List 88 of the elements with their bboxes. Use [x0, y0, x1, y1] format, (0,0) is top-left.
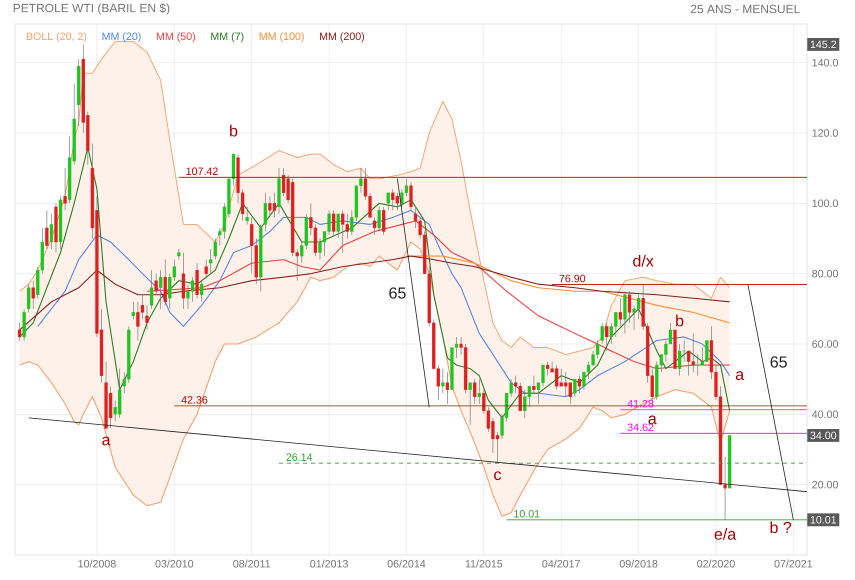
text: MM (100)	[260, 32, 304, 42]
y2-tick-label: 145.2	[810, 40, 836, 48]
candlestick	[382, 206, 386, 236]
candlestick	[377, 206, 381, 232]
text: MM (50)	[156, 32, 196, 42]
annotation: a	[648, 416, 657, 424]
candlestick	[332, 210, 336, 236]
y2-tick-label: 34.00	[810, 432, 836, 440]
chart-subtitle: 25 ANS - MENSUEL	[690, 4, 800, 14]
annotation: b	[230, 124, 238, 136]
y-tick-label: 60.00	[812, 340, 838, 348]
annotation: b	[676, 314, 684, 326]
candlestick	[478, 378, 481, 404]
candlestick	[268, 196, 272, 218]
series-label: 42.36	[181, 396, 208, 404]
x-tick-label: 07/2021	[774, 560, 812, 568]
candlestick	[636, 294, 640, 320]
x-tick-label: 01/2013	[310, 560, 348, 568]
candlestick	[468, 382, 472, 426]
candlestick	[209, 248, 212, 274]
annotation: b ?	[770, 521, 792, 534]
text: MM (20)	[102, 32, 141, 42]
annotation: d/x	[633, 254, 654, 267]
candlestick	[578, 375, 582, 394]
x-tick-label: 06/2014	[388, 560, 426, 568]
x-tick-label: 08/2011	[233, 560, 270, 568]
text: MM (200)	[320, 32, 364, 42]
line-series	[37, 210, 730, 398]
candlestick	[200, 280, 204, 302]
x-tick-label: 04/2017	[542, 560, 580, 568]
series-label: 65	[770, 356, 787, 368]
x-tick-label: 09/2018	[620, 560, 658, 568]
x-tick-label: 10/2008	[78, 560, 116, 568]
candlestick	[600, 322, 604, 344]
line-series	[19, 241, 730, 517]
x-tick-label: 03/2010	[155, 560, 194, 568]
series-label: 76.90	[559, 274, 586, 282]
candlestick	[50, 214, 54, 250]
series-label: 26.14	[286, 453, 312, 461]
candlestick	[204, 259, 208, 278]
annotation: e/a	[714, 528, 736, 540]
series-label: 34.62	[628, 424, 654, 432]
text: MM (7)	[211, 32, 244, 42]
annotation: a	[736, 371, 744, 380]
candlestick	[473, 378, 476, 404]
candlestick	[532, 375, 536, 394]
series-label: 10.01	[514, 510, 540, 518]
y-tick-label: 20.00	[812, 480, 838, 488]
candlestick	[32, 280, 35, 310]
candlestick	[573, 378, 577, 398]
y-tick-label: 120.0	[812, 129, 838, 137]
series-label: 65	[389, 287, 406, 299]
candlestick	[27, 284, 30, 313]
candlestick	[214, 238, 217, 260]
series-label: 107.42	[186, 167, 218, 176]
candlestick	[409, 182, 413, 211]
text: BOLL (20, 2)	[26, 32, 86, 42]
candlestick	[441, 368, 445, 394]
candlestick	[132, 301, 136, 320]
candlestick	[150, 270, 154, 310]
candlestick	[45, 210, 49, 250]
candlestick	[154, 273, 158, 296]
candlestick	[336, 214, 340, 239]
chart-title: PETROLE WTI (BARIL EN $)	[14, 3, 170, 15]
candlestick	[177, 248, 181, 260]
candlestick	[628, 290, 632, 324]
candlestick	[18, 322, 22, 341]
candlestick	[63, 168, 67, 211]
candlestick	[145, 304, 149, 330]
candlestick	[678, 344, 682, 376]
x-tick-label: 11/2015	[466, 560, 502, 568]
candlestick	[136, 301, 140, 341]
annotation: c	[494, 471, 502, 480]
candlestick	[245, 206, 249, 225]
candlestick	[386, 192, 390, 211]
x-tick-label: 02/2020	[697, 560, 735, 568]
candlestick	[605, 322, 608, 352]
candlestick	[264, 192, 268, 232]
candlestick	[618, 298, 622, 327]
y-tick-label: 80.00	[812, 270, 838, 278]
y-tick-label: 40.00	[812, 410, 838, 418]
candlestick	[400, 188, 404, 208]
candlestick	[372, 217, 376, 236]
candlestick	[159, 270, 162, 310]
y2-tick-label: 10.01	[810, 516, 836, 524]
y-tick-label: 100.0	[812, 200, 838, 208]
y-tick-label: 140.0	[812, 58, 838, 66]
candlestick	[446, 372, 450, 404]
